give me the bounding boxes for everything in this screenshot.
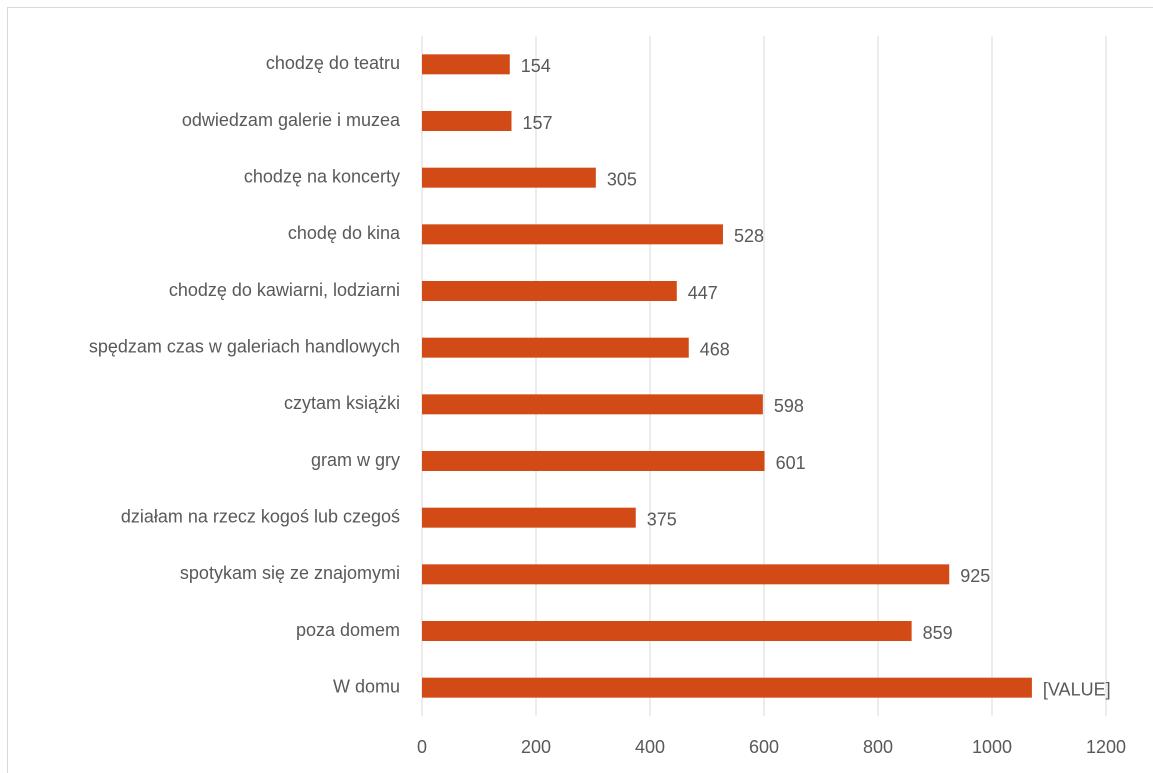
data-label: 601: [776, 453, 806, 473]
x-tick-label: 0: [417, 737, 427, 757]
x-tick-label: 1200: [1086, 737, 1126, 757]
y-tick-label: czytam książki: [284, 393, 400, 413]
y-tick-label: poza domem: [296, 620, 400, 640]
bar: [422, 54, 510, 75]
x-tick-label: 1000: [972, 737, 1012, 757]
bar: [422, 224, 723, 245]
bar: [422, 451, 765, 471]
data-label: 528: [734, 226, 764, 246]
x-tick-label: 200: [521, 737, 551, 757]
data-label: 157: [522, 113, 552, 133]
y-tick-label: spędzam czas w galeriach handlowych: [89, 336, 400, 356]
bar: [422, 394, 763, 415]
y-tick-label: działam na rzecz kogoś lub czegoś: [121, 506, 400, 526]
x-tick-label: 400: [635, 737, 665, 757]
data-label: [VALUE]: [1043, 679, 1111, 699]
y-tick-label: chodzę na koncerty: [244, 166, 400, 186]
y-tick-label: odwiedzam galerie i muzea: [182, 110, 401, 130]
y-tick-label: chodzę do teatru: [266, 53, 400, 73]
data-label: 447: [688, 283, 718, 303]
data-label: 598: [774, 396, 804, 416]
bar: [422, 167, 596, 188]
data-label: 468: [700, 339, 730, 359]
x-tick-label: 800: [863, 737, 893, 757]
data-label: 859: [923, 623, 953, 643]
bar: [422, 111, 512, 131]
x-tick-label: 600: [749, 737, 779, 757]
y-tick-label: chodę do kina: [288, 223, 401, 243]
bar: [422, 337, 689, 358]
bar: [422, 677, 1032, 698]
y-tick-label: chodzę do kawiarni, lodziarni: [169, 280, 400, 300]
data-label: 925: [960, 566, 990, 586]
bar: [422, 621, 912, 641]
bar: [422, 507, 636, 528]
y-tick-label: W domu: [333, 676, 400, 696]
y-tick-label: spotykam się ze znajomymi: [180, 563, 400, 583]
bar: [422, 281, 677, 301]
data-label: 154: [521, 56, 551, 76]
bar: [422, 564, 950, 585]
y-tick-label: gram w gry: [311, 450, 400, 470]
data-label: 305: [607, 169, 637, 189]
data-label: 375: [647, 509, 677, 529]
chart-frame: [7, 7, 1153, 773]
